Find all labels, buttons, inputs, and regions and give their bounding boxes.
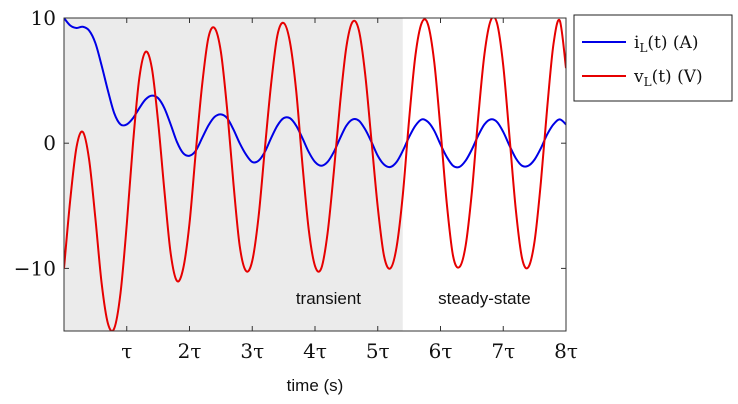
legend-label: iL(t) (A) (634, 33, 698, 55)
y-tick-label: −10 (14, 256, 56, 280)
series-line-iL (64, 18, 566, 169)
region-layer (64, 18, 566, 331)
plot-frame (63, 17, 567, 332)
y-tick-label: 10 (31, 6, 56, 30)
x-tick-label: 8τ (554, 339, 578, 363)
y-tick-label: 0 (43, 131, 56, 155)
x-tick-label: 3τ (240, 339, 264, 363)
x-tick-label: 6τ (429, 339, 453, 363)
x-tick-label: 2τ (178, 339, 202, 363)
x-tick-label: τ (121, 339, 132, 363)
x-tick-label: 7τ (491, 339, 515, 363)
legend-label: vL(t) (V) (633, 67, 703, 89)
legend: iL(t) (A) vL(t) (V) (573, 14, 733, 102)
region-label: steady-state (438, 289, 531, 308)
series-layer (64, 18, 566, 331)
x-tick-label: 5τ (366, 339, 390, 363)
tick-labels: τ 2τ 3τ 4τ 5τ 6τ 7τ 8τ 10 0 −10 (14, 6, 578, 363)
x-axis-label: time (s) (287, 376, 344, 395)
legend-box (573, 14, 733, 102)
region-label: transient (296, 289, 361, 308)
x-tick-label: 4τ (303, 339, 327, 363)
region-labels: transient steady-state (296, 289, 531, 308)
series-line-vL (64, 18, 566, 331)
region-steady-state (402, 18, 566, 331)
